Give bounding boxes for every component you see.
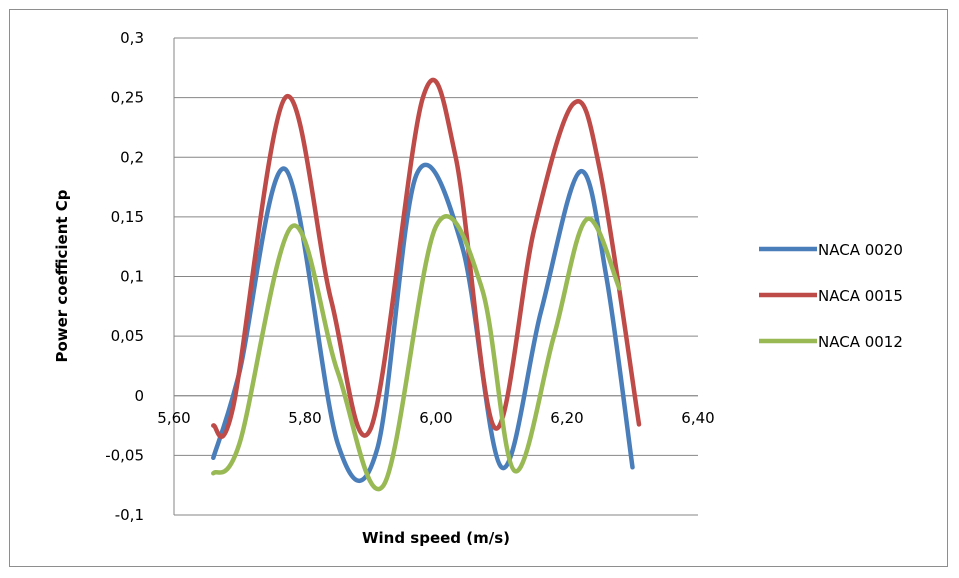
y-tick-label: 0,15	[111, 208, 144, 226]
x-tick-label: 6,00	[419, 409, 452, 427]
series-line-3	[211, 214, 622, 492]
legend: NACA 0020 NACA 0015 NACA 0012	[759, 241, 903, 351]
legend-label: NACA 0015	[818, 287, 903, 305]
y-tick-label: 0,3	[120, 29, 144, 47]
x-tick-labels: 5,60 5,80 6,00 6,20 6,40	[157, 409, 714, 427]
x-tick-label: 6,40	[681, 409, 714, 427]
x-tick-label: 6,20	[550, 409, 583, 427]
gridlines	[174, 37, 698, 516]
series-line-1	[211, 162, 635, 483]
y-tick-label: 0,1	[120, 268, 144, 286]
y-tick-label: 0,2	[120, 148, 144, 166]
chart-frame	[9, 9, 948, 567]
series-lines	[211, 77, 642, 492]
legend-label: NACA 0012	[818, 333, 903, 351]
y-tick-label: 0,25	[111, 89, 144, 107]
y-tick-labels: -0,1 -0,05 0 0,05 0,1 0,15 0,2 0,25 0,3	[105, 29, 144, 524]
y-tick-label: 0,05	[111, 327, 144, 345]
legend-label: NACA 0020	[818, 241, 903, 259]
y-tick-label: -0,05	[105, 446, 144, 464]
x-tick-label: 5,60	[157, 409, 190, 427]
y-axis-title: Power coefficient Cp	[53, 189, 71, 362]
series-line-2	[211, 77, 642, 439]
y-tick-label: 0	[134, 387, 144, 405]
x-axis-title: Wind speed (m/s)	[362, 529, 510, 547]
axes	[173, 38, 698, 515]
y-tick-label: -0,1	[115, 506, 144, 524]
x-tick-label: 5,80	[288, 409, 321, 427]
